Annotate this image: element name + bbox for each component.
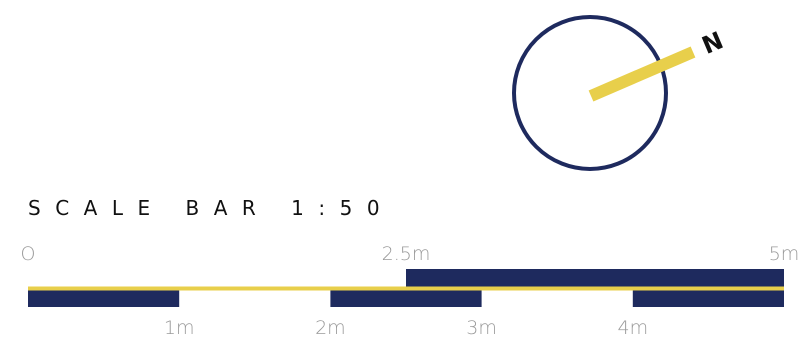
lower-segment-2 [632, 289, 784, 307]
north-arrow: N [512, 15, 727, 171]
scale-upper-segments [406, 269, 784, 289]
upper-tick-label-0: O [21, 243, 36, 265]
compass-circle [512, 15, 668, 171]
upper-tick-label-1: 2.5m [382, 243, 431, 265]
scale-upper-labels: O 2.5m 5m [21, 243, 800, 265]
upper-tick-label-2: 5m [769, 243, 800, 265]
north-label: N [698, 26, 727, 60]
lower-segment-0 [28, 289, 180, 307]
compass-needle [588, 46, 696, 102]
lower-tick-label-1: 2m [315, 317, 346, 337]
scale-lower-segments [28, 289, 784, 307]
upper-segment-0 [406, 269, 784, 289]
lower-tick-label-0: 1m [164, 317, 195, 337]
scale-baseline [28, 286, 784, 291]
scale-lower-labels: 1m 2m 3m 4m [164, 317, 648, 337]
lower-tick-label-2: 3m [466, 317, 497, 337]
scale-title: SCALE BAR 1:50 [28, 196, 394, 220]
lower-segment-1 [330, 289, 482, 307]
scale-baseline-group [28, 286, 784, 291]
lower-tick-label-3: 4m [617, 317, 648, 337]
